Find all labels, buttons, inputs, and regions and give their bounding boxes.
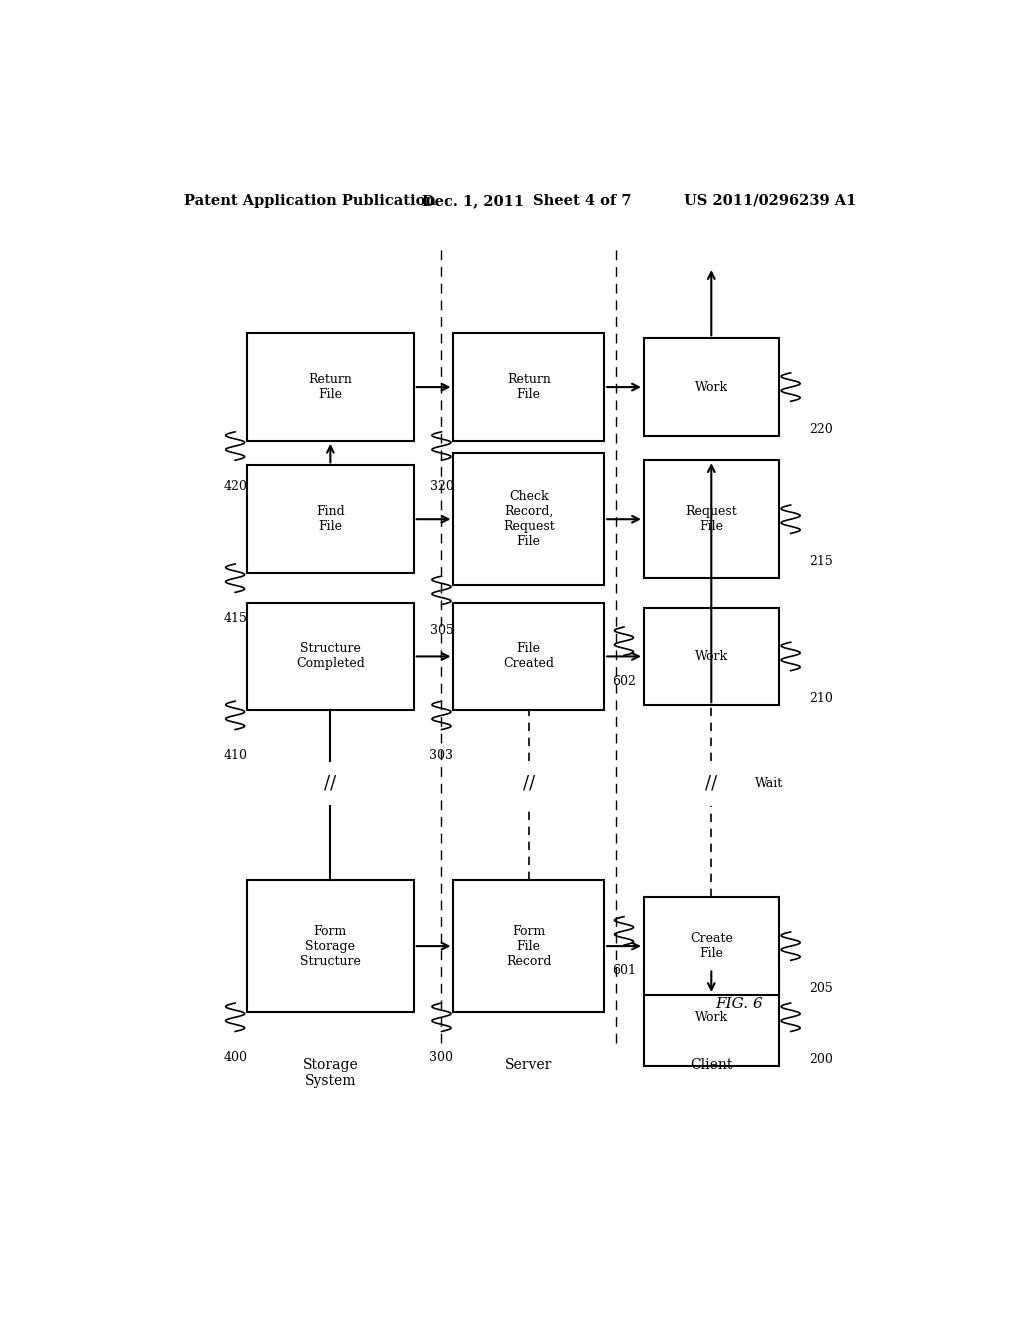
FancyBboxPatch shape	[644, 898, 779, 995]
FancyBboxPatch shape	[454, 333, 604, 441]
FancyBboxPatch shape	[644, 338, 779, 436]
Text: 420: 420	[223, 479, 247, 492]
Text: Form
Storage
Structure: Form Storage Structure	[300, 924, 360, 968]
Text: 205: 205	[809, 982, 833, 995]
Text: 415: 415	[223, 611, 247, 624]
Text: US 2011/0296239 A1: US 2011/0296239 A1	[684, 194, 856, 209]
Text: 200: 200	[809, 1053, 833, 1065]
Text: 220: 220	[809, 422, 833, 436]
Text: Form
File
Record: Form File Record	[506, 924, 552, 968]
Text: Find
File: Find File	[316, 506, 345, 533]
Text: 305: 305	[429, 624, 454, 638]
FancyBboxPatch shape	[454, 453, 604, 585]
Text: 303: 303	[429, 748, 454, 762]
Text: File
Created: File Created	[503, 643, 554, 671]
Text: Wait: Wait	[755, 777, 783, 789]
Text: Work: Work	[694, 649, 728, 663]
FancyBboxPatch shape	[247, 333, 414, 441]
Text: Client: Client	[690, 1057, 732, 1072]
Text: 300: 300	[429, 1051, 454, 1064]
FancyBboxPatch shape	[644, 969, 779, 1067]
Text: //: //	[522, 775, 535, 792]
Text: Return
File: Return File	[308, 374, 352, 401]
Text: Dec. 1, 2011: Dec. 1, 2011	[422, 194, 523, 209]
Text: 215: 215	[809, 554, 833, 568]
Text: //: //	[325, 775, 337, 792]
Text: Server: Server	[505, 1057, 553, 1072]
FancyBboxPatch shape	[247, 602, 414, 710]
Text: Create
File: Create File	[690, 932, 733, 960]
Text: 602: 602	[612, 675, 636, 688]
Text: 410: 410	[223, 748, 247, 762]
Text: Return
File: Return File	[507, 374, 551, 401]
Text: Work: Work	[694, 380, 728, 393]
Text: //: //	[706, 775, 718, 792]
Text: Request
File: Request File	[685, 506, 737, 533]
Text: 601: 601	[612, 965, 636, 977]
FancyBboxPatch shape	[247, 880, 414, 1012]
Text: 320: 320	[429, 479, 454, 492]
Text: Sheet 4 of 7: Sheet 4 of 7	[532, 194, 631, 209]
FancyBboxPatch shape	[644, 461, 779, 578]
FancyBboxPatch shape	[454, 880, 604, 1012]
Text: Patent Application Publication: Patent Application Publication	[183, 194, 435, 209]
FancyBboxPatch shape	[454, 602, 604, 710]
Text: Work: Work	[694, 1011, 728, 1024]
Text: Check
Record,
Request
File: Check Record, Request File	[503, 490, 555, 548]
FancyBboxPatch shape	[644, 607, 779, 705]
Text: 400: 400	[223, 1051, 247, 1064]
FancyBboxPatch shape	[247, 466, 414, 573]
Text: 210: 210	[809, 692, 833, 705]
Text: Structure
Completed: Structure Completed	[296, 643, 365, 671]
Text: FIG. 6: FIG. 6	[715, 997, 763, 1011]
Text: Storage
System: Storage System	[302, 1057, 358, 1088]
